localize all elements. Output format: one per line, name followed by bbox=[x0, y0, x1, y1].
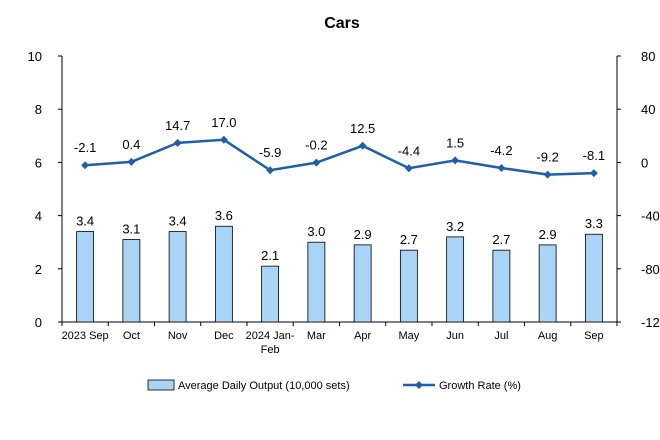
line-value-label: -4.2 bbox=[490, 143, 512, 158]
right-tick-label: -120 bbox=[641, 315, 660, 330]
line-point bbox=[81, 161, 90, 170]
growth-line bbox=[85, 138, 594, 176]
bar bbox=[307, 241, 326, 323]
right-tick-label: 80 bbox=[641, 49, 655, 64]
legend-bar-swatch bbox=[147, 379, 175, 391]
left-tick-label: 6 bbox=[35, 155, 42, 170]
legend-item-line: Growth Rate (%) bbox=[403, 380, 521, 392]
line-value-label: -2.1 bbox=[74, 140, 96, 155]
line-point bbox=[589, 169, 598, 178]
bar-value-label: 2.1 bbox=[261, 248, 279, 263]
line-series: -2.1 0.4 14.7 17.0 -5.9 -0.2 12.5 -4.4 1.5 -4.2 -9… bbox=[74, 115, 605, 179]
line-point bbox=[127, 157, 136, 166]
bar-value-label: 2.9 bbox=[539, 227, 557, 242]
bar-value-label: 3.6 bbox=[215, 208, 233, 223]
left-y-axis: 0 2 4 6 8 10 bbox=[28, 49, 63, 330]
bar-value-label: 3.4 bbox=[169, 214, 187, 229]
x-tick-label: Dec bbox=[214, 330, 234, 342]
legend-item-bar: Average Daily Output (10,000 sets) bbox=[147, 379, 350, 392]
line-value-label: -5.9 bbox=[259, 145, 281, 160]
line-point bbox=[312, 158, 321, 167]
bar-value-label: 2.7 bbox=[492, 232, 510, 247]
right-tick-label: -40 bbox=[641, 209, 660, 224]
x-tick-label: Mar bbox=[307, 330, 326, 342]
line-point bbox=[404, 164, 413, 173]
line-value-label: -4.4 bbox=[398, 143, 420, 158]
x-tick-label: Aug bbox=[538, 330, 558, 342]
right-tick-label: 40 bbox=[641, 102, 655, 117]
right-y-axis: -120 -80 -40 0 40 80 bbox=[616, 49, 660, 330]
right-tick-label: -80 bbox=[641, 262, 660, 277]
x-tick-label: 2023 Sep bbox=[62, 330, 109, 342]
bar-value-label: 2.7 bbox=[400, 232, 418, 247]
x-axis: 2023 Sep Oct Nov Dec 2024 Jan-Feb Mar Apr May Ju… bbox=[61, 321, 618, 356]
line-point bbox=[173, 138, 182, 147]
bar bbox=[214, 225, 233, 323]
bar-value-label: 3.4 bbox=[76, 214, 94, 229]
line-value-label: -8.1 bbox=[583, 148, 605, 163]
bar-value-label: 2.9 bbox=[354, 227, 372, 242]
line-point bbox=[266, 166, 275, 175]
left-tick-label: 2 bbox=[35, 262, 42, 277]
line-point bbox=[219, 135, 228, 144]
line-point bbox=[543, 170, 552, 179]
x-tick-label: Sep bbox=[584, 330, 604, 342]
line-value-label: 0.4 bbox=[122, 137, 140, 152]
x-tick-label: Nov bbox=[168, 330, 188, 342]
bar bbox=[168, 231, 187, 323]
legend-bar-label: Average Daily Output (10,000 sets) bbox=[178, 380, 350, 392]
legend-line-marker bbox=[415, 381, 423, 389]
line-value-label: 12.5 bbox=[350, 121, 375, 136]
legend-line-label: Growth Rate (%) bbox=[439, 380, 521, 392]
bar-value-label: 3.2 bbox=[446, 219, 464, 234]
line-value-label: 14.7 bbox=[165, 118, 190, 133]
x-tick-label: Jul bbox=[494, 330, 508, 342]
chart-title: Cars bbox=[324, 15, 360, 32]
left-tick-label: 10 bbox=[28, 49, 42, 64]
legend: Average Daily Output (10,000 sets) Growt… bbox=[147, 379, 521, 392]
bar bbox=[353, 244, 372, 323]
line-point bbox=[497, 163, 506, 172]
bar bbox=[584, 233, 603, 323]
x-tick-label: 2024 Jan-Feb bbox=[246, 330, 295, 356]
line-point bbox=[451, 156, 460, 165]
right-tick-label: 0 bbox=[641, 155, 648, 170]
left-tick-label: 8 bbox=[35, 102, 42, 117]
line-value-label: -9.2 bbox=[536, 150, 558, 165]
line-point bbox=[358, 141, 367, 150]
bar bbox=[446, 236, 465, 323]
bar bbox=[538, 244, 557, 323]
line-value-label: 1.5 bbox=[446, 135, 464, 150]
x-tick-label: Apr bbox=[354, 330, 371, 342]
x-tick-label: Jun bbox=[446, 330, 464, 342]
bar-value-label: 3.0 bbox=[307, 224, 325, 239]
bar bbox=[492, 249, 511, 323]
line-value-label: 17.0 bbox=[211, 115, 236, 130]
left-tick-label: 4 bbox=[35, 209, 42, 224]
bar-value-label: 3.1 bbox=[122, 222, 140, 237]
left-tick-label: 0 bbox=[35, 315, 42, 330]
bar bbox=[122, 239, 141, 323]
x-tick-label: May bbox=[398, 330, 419, 342]
bar bbox=[399, 249, 418, 323]
line-value-label: -0.2 bbox=[305, 138, 327, 153]
bar bbox=[261, 265, 280, 323]
bar bbox=[76, 231, 95, 323]
bar-series: 3.4 3.1 3.4 3.6 2.1 3.0 2.9 2.7 3.2 2.7 2.9 3.3 bbox=[76, 208, 603, 323]
bar-value-label: 3.3 bbox=[585, 216, 603, 231]
x-tick-label: Oct bbox=[123, 330, 140, 342]
